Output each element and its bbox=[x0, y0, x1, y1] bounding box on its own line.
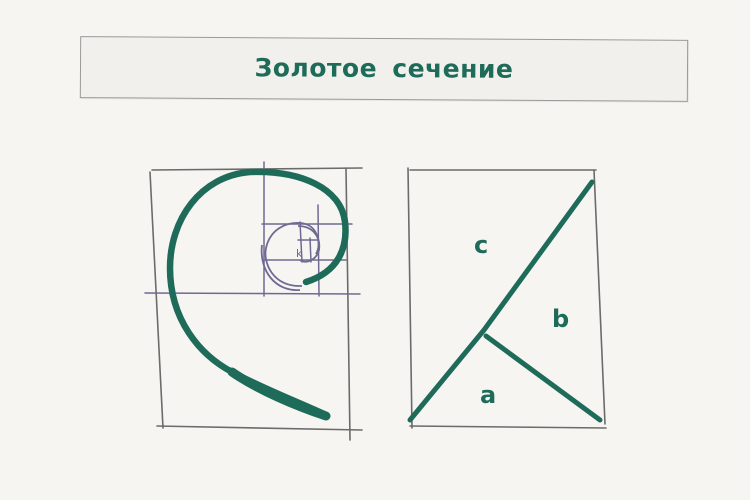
segments-frame bbox=[407, 167, 607, 429]
diagonal-line bbox=[407, 179, 595, 423]
label-a: a bbox=[480, 381, 496, 409]
spiral-inner-mark: k bbox=[296, 247, 303, 260]
spiral-figure: k bbox=[144, 161, 363, 441]
spiral-inner-loops bbox=[260, 222, 321, 291]
segments-figure: c b a bbox=[407, 167, 607, 429]
label-b: b bbox=[552, 305, 569, 333]
spiral-frame bbox=[149, 167, 363, 441]
division-line bbox=[483, 333, 603, 423]
spiral-tail bbox=[227, 367, 331, 421]
label-c: c bbox=[474, 231, 488, 259]
